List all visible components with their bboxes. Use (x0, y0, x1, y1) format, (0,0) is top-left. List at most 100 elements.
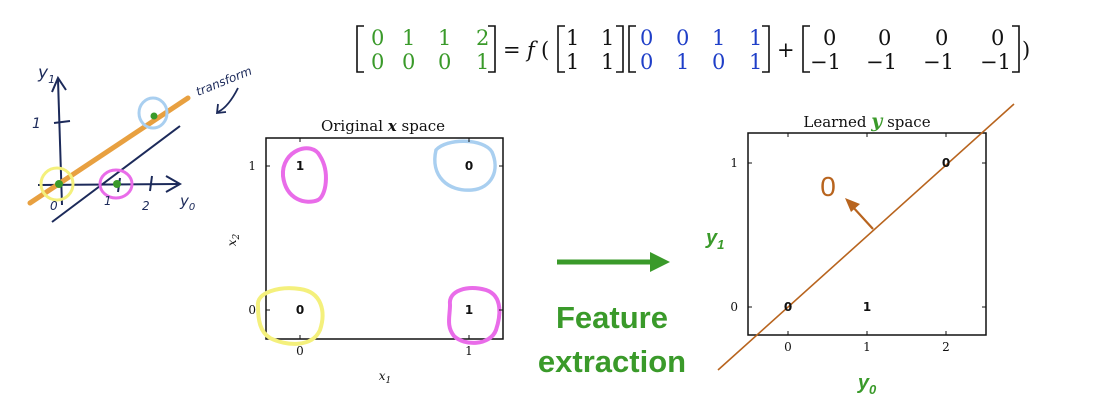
bias-matrix: 0 0 0 0 −1 −1 −1 −1 (802, 25, 1020, 74)
left-xlabel: x1 (379, 369, 392, 386)
sketch-transform-note: transform (194, 64, 254, 99)
right-plot: Learned y space 0 1 2 0 1 0 0 1 0 y0 y1 (705, 103, 1015, 397)
sketch-x-tick-2 (149, 175, 153, 192)
x-cell: 0 (676, 26, 689, 50)
caption-line1: Feature (556, 300, 668, 335)
lhs-cell: 1 (438, 26, 451, 50)
lhs-cell: 0 (371, 50, 384, 74)
lhs-cell: 0 (438, 50, 451, 74)
right-ylabel: y1 (705, 227, 724, 252)
right-axis-ticks: 0 1 2 0 1 (730, 133, 986, 354)
b-cell: −1 (866, 50, 897, 74)
open-paren: ( (541, 38, 549, 62)
close-paren: ) (1022, 38, 1030, 62)
sketch-y-arrowhead (51, 75, 67, 93)
sketch-point-10 (113, 180, 121, 188)
lhs-cell: 1 (402, 26, 415, 50)
left-data-point: 1 (465, 303, 473, 317)
normal-arrow-shaft (851, 205, 874, 230)
w-cell: 1 (566, 50, 579, 74)
sketch-magenta-circle (98, 168, 134, 200)
lhs-cell: 2 (476, 26, 489, 50)
x-cell: 1 (749, 26, 762, 50)
w-cell: 1 (601, 26, 614, 50)
b-cell: −1 (923, 50, 954, 74)
sketch-thin-line (51, 125, 181, 223)
right-xtick-label: 2 (942, 340, 950, 354)
caption-line2: extraction (538, 344, 686, 379)
right-ytick-label: 0 (730, 300, 738, 314)
lhs-bracket-right (488, 25, 496, 73)
left-data-points: 0 1 1 0 (296, 159, 473, 317)
x-bracket-left (628, 25, 636, 73)
input-matrix: 0 0 1 1 0 1 0 1 (628, 25, 770, 74)
boundary-region-label: 0 (820, 171, 836, 202)
weight-matrix: 1 1 1 1 (557, 25, 624, 74)
sketch-tick-x1: 1 (104, 194, 112, 208)
x-cell: 0 (712, 50, 725, 74)
right-xtick-label: 1 (863, 340, 871, 354)
plus-sign: + (777, 38, 795, 62)
w-bracket-right (616, 25, 624, 73)
b-cell: 0 (823, 26, 836, 50)
left-plot-frame (265, 137, 504, 340)
equation: 0 1 1 2 0 0 0 1 = f ( 1 1 1 1 0 0 1 1 (356, 25, 1030, 74)
left-magenta-circle-top (280, 146, 328, 204)
x-cell: 0 (640, 26, 653, 50)
sketch-x-arrowhead (165, 175, 183, 193)
right-xtick-label: 0 (784, 340, 792, 354)
b-cell: −1 (810, 50, 841, 74)
right-data-point: 0 (784, 300, 792, 314)
left-yellow-circle (256, 286, 325, 346)
equals-sign: = (503, 38, 521, 62)
right-data-point: 0 (942, 156, 950, 170)
x-cell: 1 (712, 26, 725, 50)
left-ylabel: x2 (225, 233, 242, 246)
right-plot-title: Learned y space (803, 110, 930, 132)
left-magenta-circle-bottom (447, 286, 502, 345)
b-cell: −1 (980, 50, 1011, 74)
lhs-cell: 0 (402, 50, 415, 74)
left-blue-circle (433, 139, 497, 192)
decision-boundary (717, 103, 1015, 371)
left-xtick-label: 0 (296, 344, 304, 358)
sketch-orange-boundary (27, 95, 191, 206)
sketch-yellow-circle (39, 166, 75, 202)
sketch-tick-x0: 0 (50, 199, 58, 213)
right-xlabel: y0 (857, 372, 877, 397)
right-ytick-label: 1 (730, 156, 738, 170)
left-plot-title: Original x space (321, 117, 445, 135)
left-ytick-label: 0 (248, 303, 256, 317)
x-bracket-right (762, 25, 770, 73)
function-f: f (525, 38, 538, 62)
w-cell: 1 (601, 50, 614, 74)
arrow-right-icon (650, 252, 670, 272)
sketch-y-tick (53, 120, 71, 124)
left-axis-ticks: 0 1 0 1 (248, 138, 503, 358)
sketch-blue-circle (137, 96, 169, 130)
left-data-point: 1 (296, 159, 304, 173)
x-cell: 1 (676, 50, 689, 74)
x-cell: 1 (749, 50, 762, 74)
b-cell: 0 (935, 26, 948, 50)
lhs-matrix: 0 1 1 2 0 0 0 1 (356, 25, 496, 74)
sketch-y0-label: y0 (179, 192, 195, 213)
hand-sketch: y1 1 0 1 2 y0 transform (27, 63, 254, 223)
sketch-point-21 (150, 112, 158, 120)
b-cell: 0 (991, 26, 1004, 50)
right-data-points: 0 1 0 (784, 156, 950, 314)
w-bracket-left (557, 25, 565, 73)
left-xtick-label: 1 (465, 344, 473, 358)
x-cell: 0 (640, 50, 653, 74)
normal-arrowhead-icon (845, 198, 860, 212)
b-cell: 0 (878, 26, 891, 50)
lhs-cell: 0 (371, 26, 384, 50)
sketch-y1-label: y1 (37, 63, 55, 86)
transform-arrow-icon (217, 87, 239, 113)
lhs-bracket-left (356, 25, 364, 73)
w-cell: 1 (566, 26, 579, 50)
right-data-point: 1 (863, 300, 871, 314)
left-data-point: 0 (296, 303, 304, 317)
sketch-point-00 (55, 180, 63, 188)
